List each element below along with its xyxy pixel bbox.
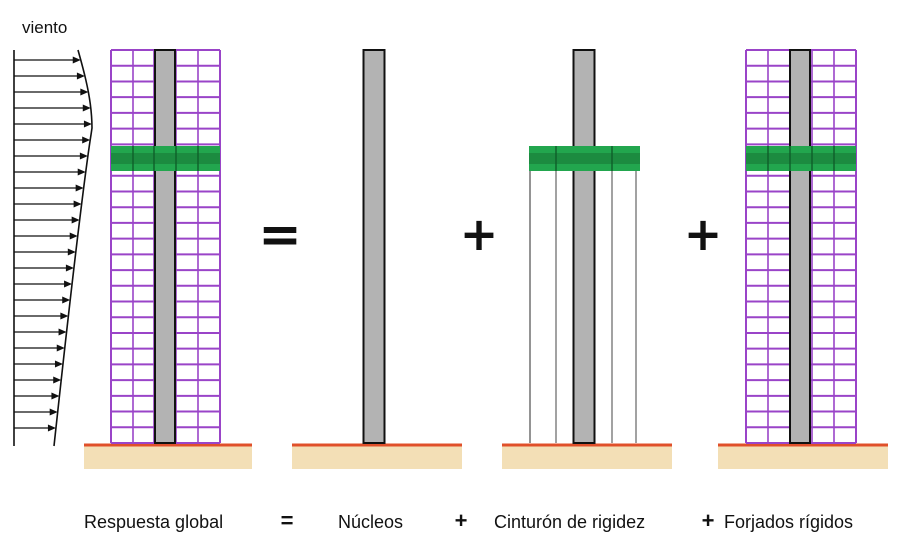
wind-arrow-head: [77, 168, 86, 176]
outrigger-band-inner: [529, 153, 640, 164]
wind-label: viento: [22, 18, 67, 37]
rigid-floors-building: [718, 49, 888, 469]
caption-global-response: Respuesta global: [84, 512, 223, 532]
ground-block: [502, 445, 672, 469]
wind-arrow-head: [51, 392, 60, 400]
wind-arrow-head: [79, 152, 88, 160]
caption-rigid-floors: Forjados rígidos: [724, 512, 853, 532]
ground-block: [718, 445, 888, 469]
cores-building: [292, 49, 462, 469]
wind-arrow-head: [69, 232, 78, 240]
wind-arrow-head: [53, 376, 62, 384]
wind-arrow-head: [62, 296, 71, 304]
wind-arrow-head: [49, 408, 58, 416]
caption-outrigger: Cinturón de rigidez: [494, 512, 645, 532]
ground-block: [292, 445, 462, 469]
wind-arrow-head: [67, 248, 76, 256]
caption-plus-2: +: [702, 508, 715, 533]
wind-arrow-head: [71, 216, 80, 224]
outrigger-building: [502, 49, 672, 469]
wind-arrow-head: [60, 312, 69, 320]
caption-equals: =: [281, 508, 294, 533]
outrigger-band-inner: [746, 153, 856, 164]
global-response-building: [84, 49, 252, 469]
core-wall: [572, 49, 596, 444]
wind-arrow-head: [56, 344, 65, 352]
core-wall: [789, 49, 811, 444]
wind-arrow-head: [82, 104, 91, 112]
wind-arrow-head: [73, 200, 82, 208]
wind-arrow-head: [83, 120, 92, 128]
wind-arrow-head: [82, 136, 91, 144]
core-wall: [154, 49, 176, 444]
outrigger-band-inner: [111, 153, 220, 164]
equals-operator-figure: =: [258, 205, 302, 265]
wind-arrow-head: [75, 184, 84, 192]
wind-arrow-head: [47, 424, 56, 432]
core-wall: [362, 49, 386, 444]
ground-block: [84, 445, 252, 469]
wind-arrow-head: [64, 280, 73, 288]
wind-arrow-head: [80, 88, 89, 96]
caption-plus-1: +: [455, 508, 468, 533]
wind-load-diagram: [13, 49, 93, 447]
caption-cores: Núcleos: [338, 512, 403, 532]
plus-operator-figure-1: +: [460, 207, 499, 261]
wind-arrow-head: [65, 264, 74, 272]
plus-operator-figure-2: +: [684, 207, 723, 261]
wind-arrow-head: [72, 56, 81, 64]
wind-arrow-head: [58, 328, 67, 336]
wind-arrow-head: [76, 72, 85, 80]
wind-arrow-head: [54, 360, 63, 368]
